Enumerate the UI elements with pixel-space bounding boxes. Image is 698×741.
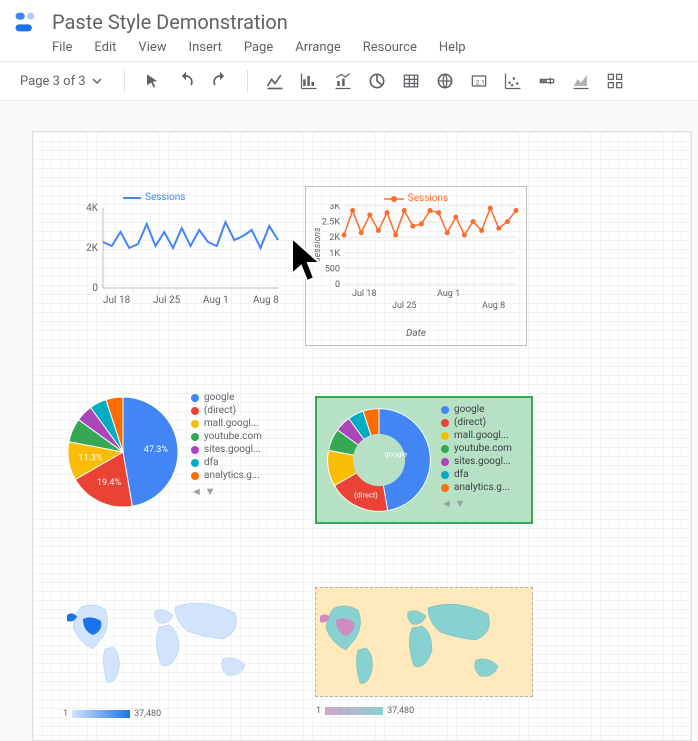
page-canvas[interactable]: Sessions 4K 2K 0 Jul 18 Jul 25 Aug 1 Aug 8 Ses… [32,131,692,741]
scatter-chart-icon[interactable] [500,68,526,94]
menu-help[interactable]: Help [439,40,466,55]
svg-text:Jul 18: Jul 18 [103,295,131,306]
table-icon[interactable] [398,68,424,94]
menu-insert[interactable]: Insert [189,40,222,55]
map-a-legend: 1 37,480 [63,709,161,719]
line-chart-icon[interactable] [262,68,288,94]
menu-bar: File Edit View Insert Page Arrange Resou… [0,40,698,61]
svg-text:3K: 3K [329,204,340,212]
bullet-chart-icon[interactable] [534,68,560,94]
svg-text:Jul 25: Jul 25 [392,301,416,311]
donut-chart-b-legend: google(direct)mall.googl...youtube.comsi… [441,404,512,493]
pie-chart-a-legend: google(direct)mall.googl...youtube.comsi… [191,392,262,481]
line-chart-b-xaxis-title: Date [310,328,522,339]
map-b-max: 37,480 [387,706,414,716]
area-chart-icon[interactable] [568,68,594,94]
svg-text:11.3%: 11.3% [78,453,103,463]
toolbar: Page 3 of 3 2.1 [0,61,698,101]
svg-text:2.5K: 2.5K [322,218,340,228]
scorecard-icon[interactable]: 2.1 [466,68,492,94]
svg-text:0: 0 [92,283,98,294]
combo-chart-icon[interactable] [330,68,356,94]
pivot-table-icon[interactable] [602,68,628,94]
line-chart-a-legend: Sessions [145,192,185,203]
divider [124,70,125,92]
svg-text:(direct): (direct) [354,490,378,499]
svg-text:Jul 25: Jul 25 [153,295,181,306]
svg-text:2.1: 2.1 [475,78,484,86]
geo-map-a-svg [63,587,273,697]
pie-a-nav[interactable]: ◄ ▼ [191,485,262,498]
cursor-icon [287,236,327,291]
chevron-down-icon [92,76,102,86]
svg-text:47.3%: 47.3% [144,445,169,455]
line-chart-b-legend: Sessions [408,193,448,204]
map-b-legend: 1 37,480 [316,706,414,716]
pie-chart-icon[interactable] [364,68,390,94]
donut-b-nav[interactable]: ◄ ▼ [441,497,512,510]
geo-map-b-svg [316,588,534,698]
svg-text:Aug 1: Aug 1 [437,289,460,299]
line-chart-a-svg: 4K 2K 0 Jul 18 Jul 25 Aug 1 Aug 8 [73,203,283,313]
app-logo-icon [12,8,40,36]
map-a-min: 1 [63,709,68,719]
svg-text:0: 0 [335,280,340,290]
geo-map-b[interactable]: 1 37,480 [315,587,533,697]
svg-text:google: google [384,449,407,458]
page-indicator[interactable]: Page 3 of 3 [12,70,110,93]
pie-chart-a[interactable]: 47.3% 19.4% 11.3% google(direct)mall.googl… [63,392,293,512]
pie-chart-a-svg: 47.3% 19.4% 11.3% [63,392,183,512]
geo-chart-icon[interactable] [432,68,458,94]
page-indicator-label: Page 3 of 3 [20,74,86,89]
menu-file[interactable]: File [52,40,72,55]
menu-arrange[interactable]: Arrange [295,40,340,55]
svg-text:2K: 2K [86,243,99,254]
svg-text:1K: 1K [329,249,340,259]
select-tool-button[interactable] [139,68,165,94]
menu-resource[interactable]: Resource [363,40,417,55]
line-chart-b[interactable]: Sessions 3K2.5K2K1K5000SessionsJul 18Aug… [305,186,527,346]
undo-button[interactable] [173,68,199,94]
map-b-min: 1 [316,706,321,716]
menu-page[interactable]: Page [244,40,273,55]
svg-text:Jul 18: Jul 18 [352,289,376,299]
menu-edit[interactable]: Edit [94,40,116,55]
line-chart-a[interactable]: Sessions 4K 2K 0 Jul 18 Jul 25 Aug 1 Aug 8 [73,192,283,317]
svg-text:Aug 8: Aug 8 [482,301,505,311]
svg-text:19.4%: 19.4% [97,478,122,488]
svg-text:Aug 8: Aug 8 [253,295,279,306]
canvas-area[interactable]: Sessions 4K 2K 0 Jul 18 Jul 25 Aug 1 Aug 8 Ses… [0,101,698,741]
svg-text:2K: 2K [329,233,340,243]
donut-chart-b[interactable]: google (direct) google(direct)mall.googl.… [315,396,533,524]
svg-text:4K: 4K [86,203,99,214]
divider [247,70,248,92]
menu-view[interactable]: View [138,40,166,55]
document-title[interactable]: Paste Style Demonstration [52,10,288,34]
map-a-max: 37,480 [134,709,161,719]
bar-chart-icon[interactable] [296,68,322,94]
redo-button[interactable] [207,68,233,94]
svg-text:500: 500 [325,264,340,274]
geo-map-a[interactable]: 1 37,480 [63,587,273,697]
donut-chart-b-svg: google (direct) [323,404,435,516]
svg-text:Aug 1: Aug 1 [203,295,229,306]
line-chart-b-svg: 3K2.5K2K1K5000SessionsJul 18Aug 1Jul 25A… [310,204,524,324]
app-header: Paste Style Demonstration [0,0,698,40]
